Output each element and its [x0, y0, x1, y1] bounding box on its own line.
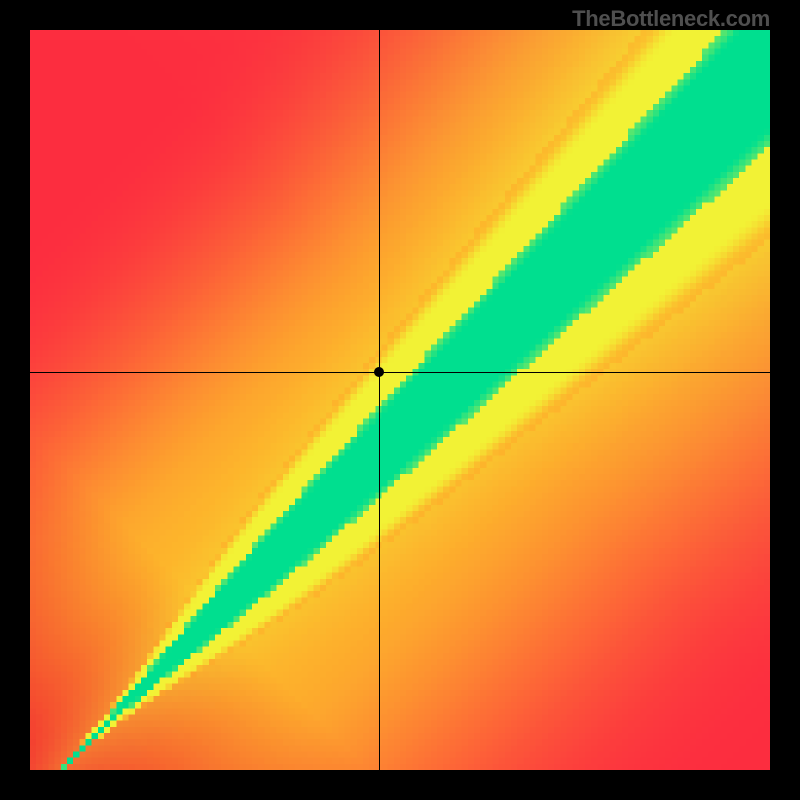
- crosshair-vertical: [379, 30, 380, 770]
- watermark-label: TheBottleneck.com: [572, 6, 770, 32]
- crosshair-horizontal: [30, 372, 770, 373]
- heatmap-canvas: [30, 30, 770, 770]
- crosshair-dot: [374, 367, 384, 377]
- chart-container: TheBottleneck.com: [0, 0, 800, 800]
- heatmap-plot-area: [30, 30, 770, 770]
